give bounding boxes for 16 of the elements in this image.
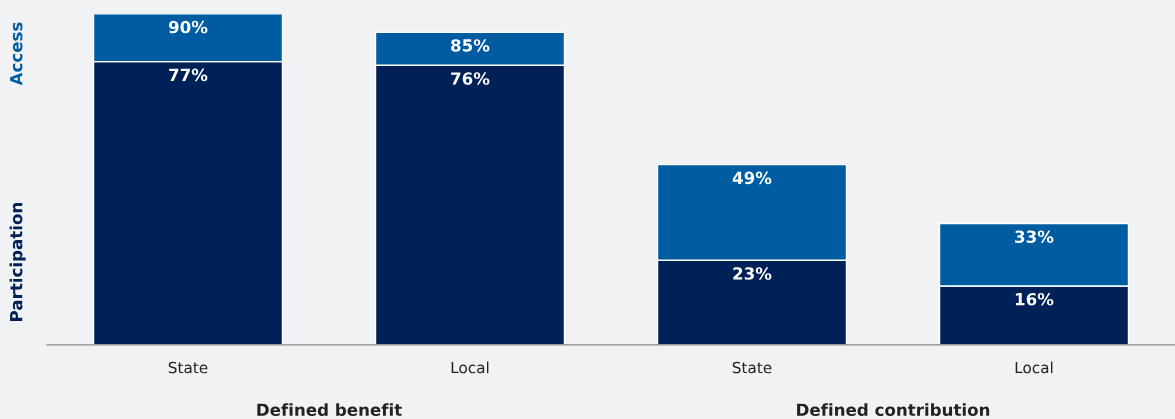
x-tick-label: State (168, 361, 208, 374)
text: Participation (9, 203, 26, 321)
total-label: 33% (1015, 230, 1054, 243)
x-tick-label: State (732, 361, 772, 374)
total-label: 49% (732, 171, 772, 185)
data-label: 77% (169, 68, 208, 82)
data-label: 16% (1015, 292, 1054, 306)
data-label: 76% (451, 72, 490, 85)
total-label: 85% (451, 39, 490, 52)
text: Defined contribution (797, 403, 990, 417)
total-label: 90% (168, 20, 208, 34)
text: Defined benefit (257, 403, 402, 417)
x-tick-label: Local (1015, 361, 1053, 374)
text: Access (10, 22, 23, 86)
data-label: 23% (733, 267, 772, 280)
x-tick-label: Local (451, 361, 489, 374)
